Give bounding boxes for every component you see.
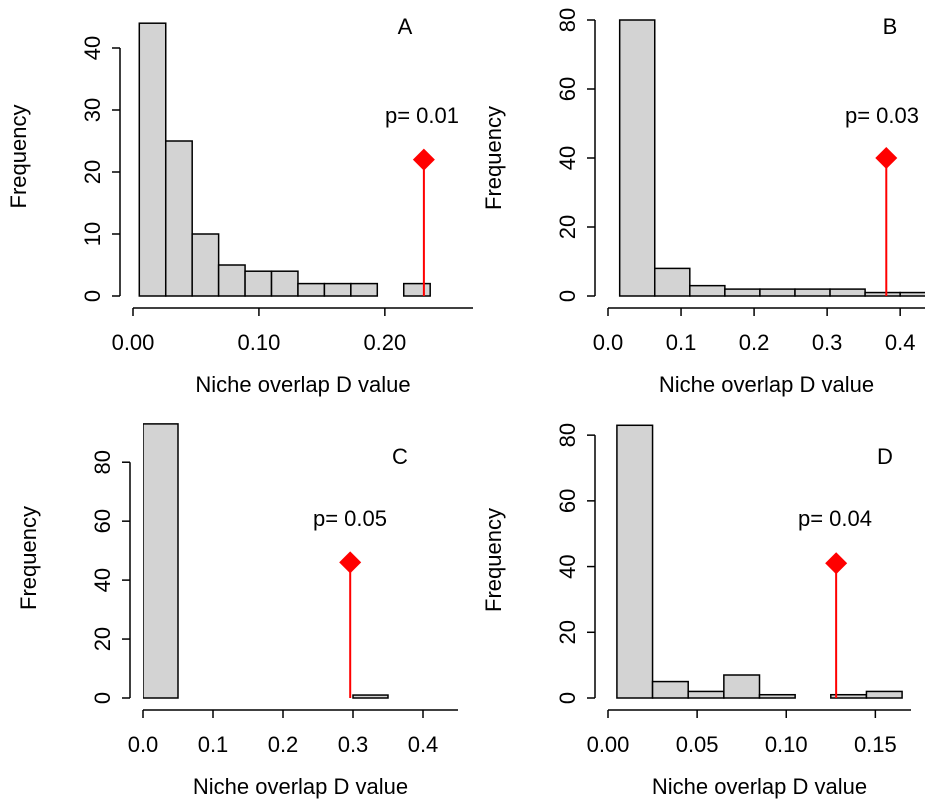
x-tick-label: 0.3 (812, 330, 843, 355)
histogram-bar (352, 694, 389, 699)
y-tick-label: 60 (90, 509, 115, 533)
histogram-bar (865, 690, 903, 699)
histogram-bar (402, 282, 431, 297)
histogram-bar (864, 291, 901, 297)
x-tick-label: 0.1 (666, 330, 697, 355)
y-axis-label: Frequency (6, 105, 31, 209)
y-tick-label: 20 (555, 620, 580, 644)
histogram-bar (758, 693, 796, 699)
y-tick-label: 20 (90, 627, 115, 651)
plot-area (143, 423, 389, 699)
histogram-bar (759, 288, 796, 297)
x-tick-label: 0.05 (676, 732, 719, 757)
x-tick-label: 0.10 (765, 732, 808, 757)
y-tick-label: 20 (555, 215, 580, 239)
x-tick-label: 0.00 (112, 330, 155, 355)
histogram-bar (297, 282, 326, 297)
histogram-bar (829, 288, 866, 297)
observed-marker (875, 147, 898, 169)
x-tick-label: 0.15 (854, 732, 897, 757)
observed-marker (339, 551, 362, 574)
x-tick-label: 0.00 (587, 732, 630, 757)
y-tick-label: 80 (555, 423, 580, 447)
x-tick-label: 0.2 (739, 330, 770, 355)
x-axis-label: Niche overlap D value (652, 774, 867, 799)
y-tick-label: 0 (80, 290, 105, 302)
x-tick-label: 0.0 (128, 732, 159, 757)
y-tick-label: 40 (555, 146, 580, 170)
observed-marker (412, 148, 435, 171)
x-axis-label: Niche overlap D value (195, 372, 410, 397)
histogram-bar (653, 267, 691, 297)
histogram-bar (651, 680, 689, 699)
y-tick-label: 80 (90, 450, 115, 474)
histogram-bar (794, 288, 831, 297)
histogram-bar (143, 423, 179, 699)
histogram-bar (164, 140, 193, 297)
histogram-bar (217, 264, 246, 297)
x-tick-label: 0.2 (268, 732, 299, 757)
x-axis-label: Niche overlap D value (659, 372, 874, 397)
panel-label: A (398, 14, 413, 39)
y-tick-label: 10 (80, 222, 105, 246)
annotation: p= 0.03 (845, 103, 919, 128)
observed-marker (825, 552, 848, 575)
y-tick-label: 20 (80, 160, 105, 184)
y-tick-label: 40 (555, 554, 580, 578)
plot-area (616, 424, 903, 699)
y-tick-label: 60 (555, 489, 580, 513)
x-tick-label: 0.1 (198, 732, 229, 757)
histogram-bar (323, 282, 352, 297)
histogram-bar (191, 233, 220, 297)
annotation: p= 0.05 (313, 506, 387, 531)
y-axis-label: Frequency (16, 506, 41, 610)
y-axis-label: Frequency (481, 106, 506, 210)
y-tick-label: 60 (555, 77, 580, 101)
histogram-bar (618, 19, 656, 297)
panel-label: B (883, 14, 898, 39)
x-tick-label: 0.4 (885, 330, 916, 355)
histogram-bar (899, 291, 925, 297)
y-tick-label: 0 (90, 692, 115, 704)
annotation: p= 0.01 (385, 103, 459, 128)
x-tick-label: 0.0 (593, 330, 624, 355)
y-axis-label: Frequency (481, 508, 506, 612)
histogram-bar (687, 690, 725, 699)
histogram-bar (244, 270, 273, 297)
y-tick-label: 80 (555, 8, 580, 32)
x-tick-label: 0.20 (363, 330, 406, 355)
y-tick-label: 30 (80, 98, 105, 122)
panel-label: C (392, 444, 408, 469)
histogram-bar (689, 284, 726, 297)
histogram-bar (724, 288, 761, 297)
y-tick-label: 0 (555, 290, 580, 302)
plot-area (618, 19, 925, 297)
histogram-bar (616, 424, 654, 699)
x-tick-label: 0.10 (238, 330, 281, 355)
histogram-bar (270, 270, 299, 297)
annotation: p= 0.04 (798, 506, 872, 531)
histogram-bar (723, 674, 761, 699)
histogram-bar (138, 22, 167, 297)
histogram-bar (350, 282, 379, 297)
plot-area (138, 22, 431, 297)
panel-label: D (877, 444, 893, 469)
y-tick-label: 40 (80, 36, 105, 60)
x-axis-label: Niche overlap D value (193, 774, 408, 799)
x-tick-label: 0.4 (408, 732, 439, 757)
x-tick-label: 0.3 (338, 732, 369, 757)
y-tick-label: 40 (90, 568, 115, 592)
y-tick-label: 0 (555, 692, 580, 704)
